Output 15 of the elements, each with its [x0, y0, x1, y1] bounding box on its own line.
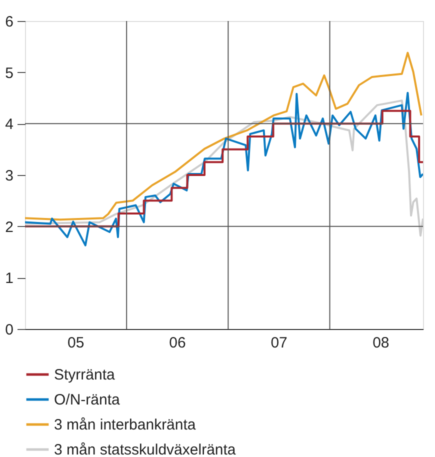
y-tick-label: 0 — [5, 322, 14, 338]
y-tick-label: 6 — [5, 14, 14, 30]
y-tick-label: 5 — [5, 64, 14, 82]
legend-label: O/N-ränta — [54, 392, 121, 408]
y-tick-label: 3 — [5, 168, 14, 184]
y-tick-label: 4 — [5, 116, 14, 134]
x-tick-label: 05 — [68, 334, 84, 352]
y-tick-label: 1 — [5, 270, 14, 288]
legend-label: 3 mån statsskuldväxelränta — [54, 442, 236, 457]
legend-label: 3 mån interbankränta — [54, 416, 196, 434]
legend-label: Styrränta — [54, 366, 116, 384]
x-tick-label: 06 — [169, 334, 186, 352]
x-tick-label: 08 — [372, 334, 390, 352]
x-tick-label: 07 — [270, 334, 288, 352]
y-tick-label: 2 — [5, 218, 14, 236]
